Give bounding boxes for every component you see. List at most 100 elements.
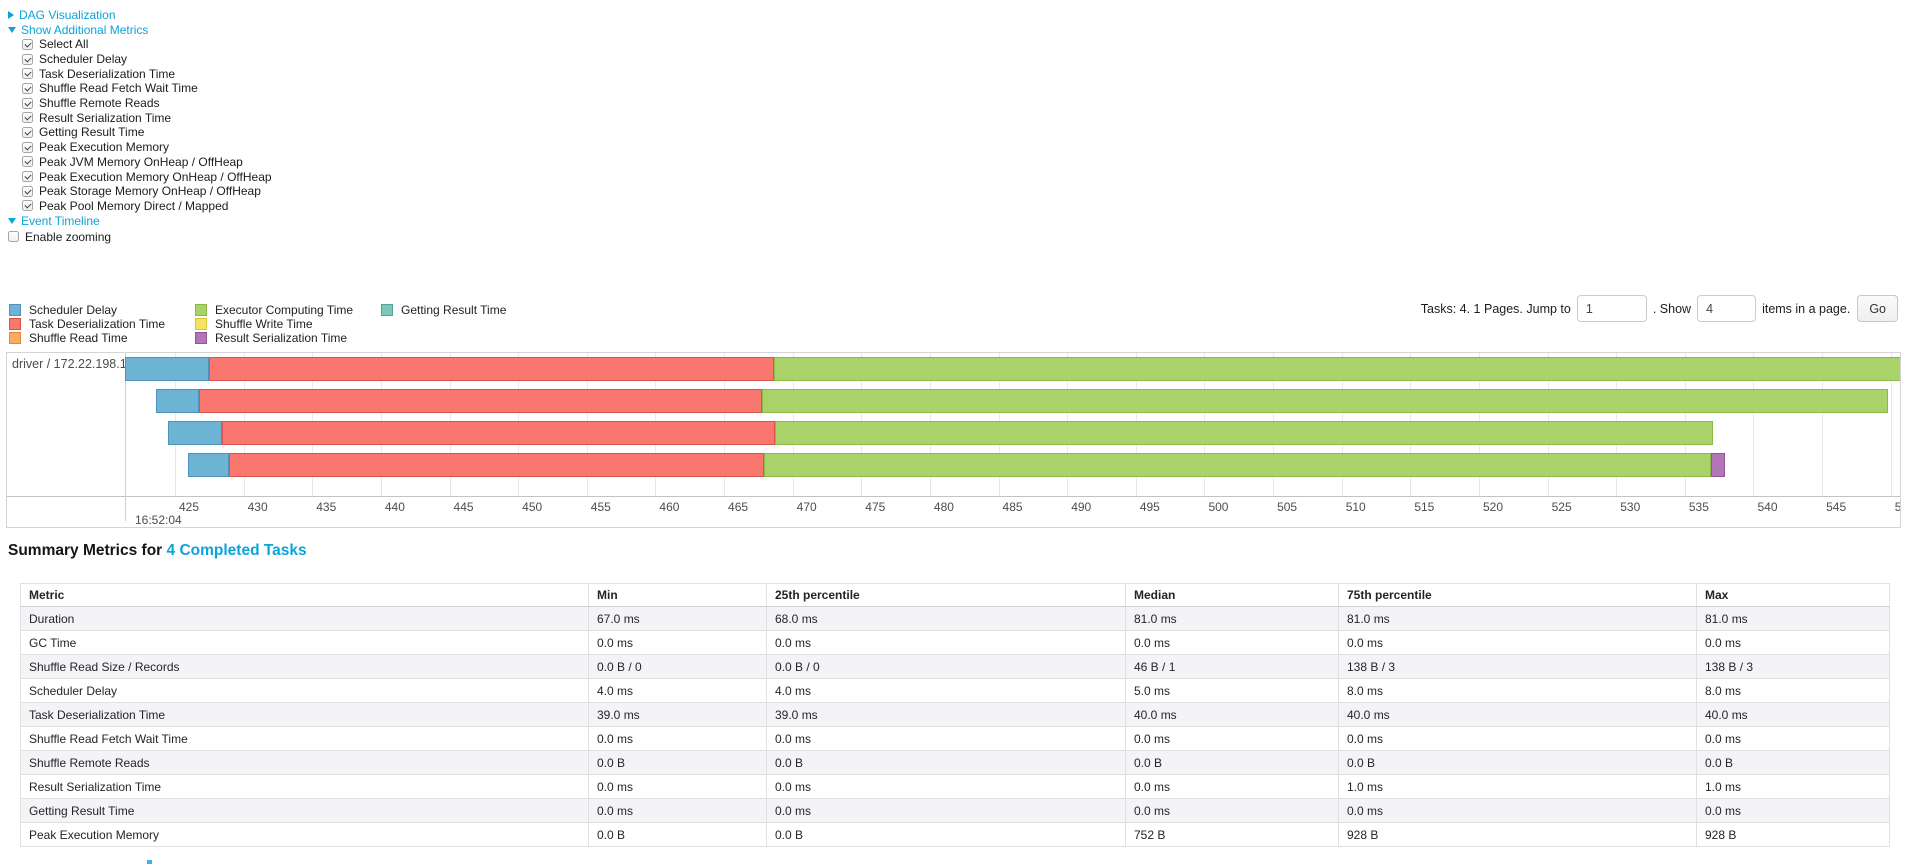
legend-color-swatch — [9, 332, 21, 344]
enable-zooming-checkbox[interactable] — [8, 231, 19, 243]
completed-tasks-link[interactable]: 4 Completed Tasks — [166, 542, 307, 559]
checked-checkbox[interactable] — [22, 141, 33, 153]
checked-checkbox[interactable] — [22, 53, 33, 65]
task-bar-segment-scheduler-delay[interactable] — [188, 453, 229, 477]
checked-checkbox[interactable] — [22, 185, 33, 197]
legend-label: Shuffle Write Time — [215, 317, 313, 331]
axis-tick-label: 475 — [865, 500, 886, 514]
table-row: Result Serialization Time 0.0 ms 0.0 ms 0.0… — [20, 774, 1890, 799]
legend-color-swatch — [9, 304, 21, 316]
checked-checkbox[interactable] — [22, 38, 33, 50]
metric-name-cell: Shuffle Read Fetch Wait Time — [20, 726, 589, 751]
task-bar-segment-result-serialization[interactable] — [1711, 453, 1725, 477]
metric-checkbox-row: Result Serialization Time — [22, 110, 272, 125]
show-additional-metrics-toggle[interactable]: Show Additional Metrics — [8, 22, 272, 37]
checked-checkbox[interactable] — [22, 68, 33, 80]
checked-checkbox[interactable] — [22, 156, 33, 168]
metric-checkbox-row: Select All — [22, 37, 272, 52]
task-bar-segment-task-deserialization[interactable] — [199, 389, 762, 413]
axis-tick-label: 500 — [1208, 500, 1229, 514]
metric-value-cell: 0.0 B — [588, 750, 767, 775]
task-bar-segment-scheduler-delay[interactable] — [125, 357, 209, 381]
metric-name-cell: Shuffle Read Size / Records — [20, 654, 589, 679]
metric-checkbox-label: Shuffle Read Fetch Wait Time — [39, 81, 198, 96]
column-header: 75th percentile — [1338, 583, 1697, 607]
event-timeline-link[interactable]: Event Timeline — [21, 213, 100, 228]
table-row: Getting Result Time 0.0 ms 0.0 ms 0.0 ms 0.0… — [20, 798, 1890, 823]
checked-checkbox[interactable] — [22, 97, 33, 109]
metric-checkbox-label: Peak Storage Memory OnHeap / OffHeap — [39, 184, 261, 199]
metric-checkbox-row: Peak Execution Memory OnHeap / OffHeap — [22, 169, 272, 184]
metric-name-cell: Result Serialization Time — [20, 774, 589, 799]
table-row: Shuffle Remote Reads 0.0 B 0.0 B 0.0 B 0.0 B… — [20, 750, 1890, 775]
axis-tick-label: 490 — [1071, 500, 1092, 514]
metric-name-cell: Duration — [20, 606, 589, 631]
axis-tick-label: 510 — [1345, 500, 1366, 514]
summary-metrics-table: Metric Min 25th percentile Median 75th perce… — [20, 583, 1890, 847]
axis-tick-label: 535 — [1688, 500, 1709, 514]
metric-value-cell: 0.0 ms — [766, 798, 1126, 823]
summary-heading-text: Summary Metrics for — [8, 542, 163, 559]
table-row: Peak Execution Memory 0.0 B 0.0 B 752 B 928 … — [20, 822, 1890, 847]
checked-checkbox[interactable] — [22, 112, 33, 124]
items-in-page-text: items in a page. — [1762, 301, 1851, 316]
legend-color-swatch — [195, 318, 207, 330]
metric-value-cell: 928 B — [1338, 822, 1697, 847]
task-bar-segment-executor-computing[interactable] — [762, 389, 1888, 413]
checked-checkbox[interactable] — [22, 200, 33, 212]
legend-label: Task Deserialization Time — [29, 317, 166, 331]
show-additional-metrics-link[interactable]: Show Additional Metrics — [21, 22, 149, 37]
metric-checkbox-row: Scheduler Delay — [22, 52, 272, 67]
dag-visualization-toggle[interactable]: DAG Visualization — [8, 7, 272, 22]
metric-value-cell: 0.0 ms — [1338, 630, 1697, 655]
task-bar-segment-scheduler-delay[interactable] — [156, 389, 199, 413]
items-per-page-input[interactable] — [1697, 295, 1757, 322]
task-bar-segment-task-deserialization[interactable] — [222, 421, 775, 445]
metric-value-cell: 0.0 ms — [1696, 726, 1890, 751]
metric-value-cell: 46 B / 1 — [1125, 654, 1339, 679]
column-header: Median — [1125, 583, 1339, 607]
timeline-legend: Scheduler Delay Task Deserialization Time… — [9, 303, 567, 345]
go-button[interactable]: Go — [1857, 295, 1898, 322]
task-bar-segment-executor-computing[interactable] — [764, 453, 1711, 477]
legend-color-swatch — [195, 332, 207, 344]
axis-tick-label: 455 — [590, 500, 611, 514]
column-header: Max — [1696, 583, 1890, 607]
metric-value-cell: 0.0 ms — [588, 774, 767, 799]
legend-item: Scheduler Delay — [9, 303, 195, 317]
event-timeline-chart[interactable]: driver / 172.22.198.104 16:52:04 425 430 4… — [6, 352, 1901, 528]
axis-tick-label: 495 — [1139, 500, 1160, 514]
checked-checkbox[interactable] — [22, 82, 33, 94]
metric-checkbox-label: Peak Pool Memory Direct / Mapped — [39, 198, 229, 213]
checked-checkbox[interactable] — [22, 171, 33, 183]
additional-metrics-checkbox-list: Select All Scheduler Delay Task Deserializ… — [22, 37, 272, 213]
task-bar-segment-task-deserialization[interactable] — [209, 357, 774, 381]
legend-item: Shuffle Read Time — [9, 331, 195, 345]
task-bar-segment-executor-computing[interactable] — [774, 357, 1900, 381]
dag-visualization-link[interactable]: DAG Visualization — [19, 7, 116, 22]
metric-value-cell: 8.0 ms — [1338, 678, 1697, 703]
jump-to-page-input[interactable] — [1576, 295, 1647, 322]
task-bar-segment-executor-computing[interactable] — [775, 421, 1713, 445]
legend-item: Task Deserialization Time — [9, 317, 195, 331]
task-bar-segment-scheduler-delay[interactable] — [168, 421, 222, 445]
task-bar-segment-task-deserialization[interactable] — [229, 453, 764, 477]
metric-checkbox-row: Shuffle Read Fetch Wait Time — [22, 81, 272, 96]
legend-item: Result Serialization Time — [195, 331, 381, 345]
checked-checkbox[interactable] — [22, 126, 33, 138]
metric-name-cell: Shuffle Remote Reads — [20, 750, 589, 775]
metric-value-cell: 0.0 B — [766, 750, 1126, 775]
axis-tick-label: 505 — [1277, 500, 1298, 514]
axis-tick-label: 525 — [1551, 500, 1572, 514]
metric-value-cell: 0.0 ms — [1125, 726, 1339, 751]
event-timeline-toggle[interactable]: Event Timeline — [8, 213, 272, 228]
column-header: Metric — [20, 583, 589, 607]
metric-checkbox-row: Peak Execution Memory — [22, 140, 272, 155]
metric-value-cell: 4.0 ms — [766, 678, 1126, 703]
metric-checkbox-row: Task Deserialization Time — [22, 66, 272, 81]
metric-value-cell: 0.0 ms — [766, 726, 1126, 751]
axis-tick-label: 425 — [179, 500, 200, 514]
group-column-divider — [125, 353, 126, 521]
legend-color-swatch — [9, 318, 21, 330]
metric-name-cell: Peak Execution Memory — [20, 822, 589, 847]
